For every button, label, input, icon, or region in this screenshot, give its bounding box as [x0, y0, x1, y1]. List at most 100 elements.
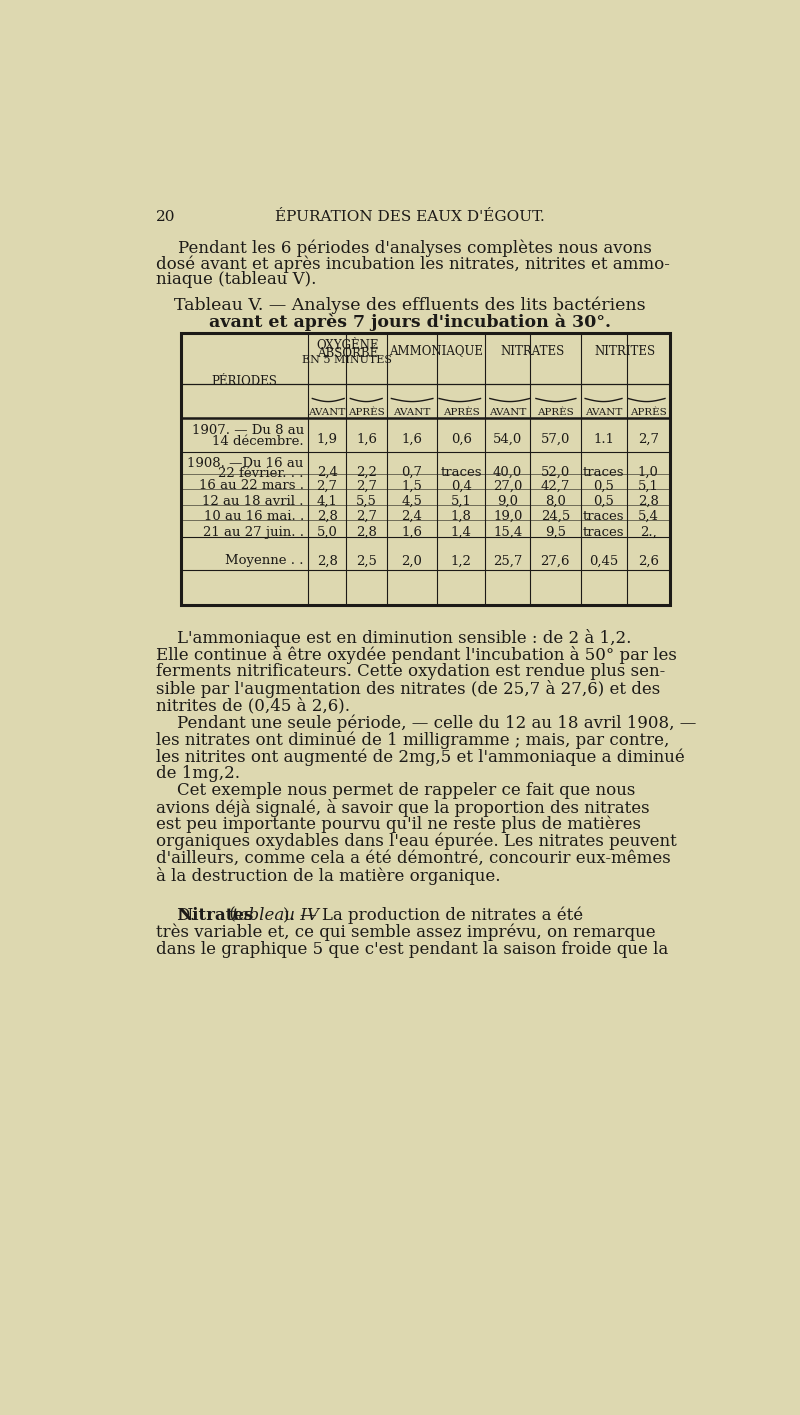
Text: 2,6: 2,6: [638, 555, 659, 567]
Text: 2,0: 2,0: [402, 555, 422, 567]
Text: 2,7: 2,7: [356, 480, 377, 492]
Text: Pendant une seule période, — celle du 12 au 18 avril 1908, —: Pendant une seule période, — celle du 12…: [156, 715, 696, 732]
Text: 1,6: 1,6: [402, 525, 422, 539]
Text: nitrites de (0,45 à 2,6).: nitrites de (0,45 à 2,6).: [156, 698, 350, 715]
Text: AVANT: AVANT: [585, 409, 622, 417]
Text: 57,0: 57,0: [541, 433, 570, 446]
Text: traces: traces: [583, 467, 625, 480]
Text: OXYGÈNE: OXYGÈNE: [316, 340, 378, 352]
Text: avant et après 7 jours d'incubation à 30°.: avant et après 7 jours d'incubation à 30…: [209, 314, 611, 331]
Text: Moyenne . .: Moyenne . .: [226, 555, 304, 567]
Text: organiques oxydables dans l'eau épurée. Les nitrates peuvent: organiques oxydables dans l'eau épurée. …: [156, 833, 677, 850]
Text: 1907. — Du 8 au: 1907. — Du 8 au: [191, 424, 304, 437]
Text: 1,9: 1,9: [317, 433, 338, 446]
Text: dans le graphique 5 que c'est pendant la saison froide que la: dans le graphique 5 que c'est pendant la…: [156, 941, 668, 958]
Text: (: (: [224, 907, 236, 924]
Text: très variable et, ce qui semble assez imprévu, on remarque: très variable et, ce qui semble assez im…: [156, 924, 655, 941]
Text: APRÈS: APRÈS: [348, 409, 385, 417]
Text: 1,6: 1,6: [402, 433, 422, 446]
Text: avions déjà signalé, à savoir que la proportion des nitrates: avions déjà signalé, à savoir que la pro…: [156, 799, 650, 816]
Text: AVANT: AVANT: [394, 409, 430, 417]
Text: 0,7: 0,7: [402, 467, 422, 480]
Text: 2,8: 2,8: [638, 495, 658, 508]
Text: 8,0: 8,0: [545, 495, 566, 508]
Text: PÉRIODES: PÉRIODES: [211, 375, 278, 388]
Text: traces: traces: [583, 525, 625, 539]
Text: de 1mg,2.: de 1mg,2.: [156, 766, 240, 782]
Text: 2,4: 2,4: [317, 467, 338, 480]
Text: 2.,: 2.,: [640, 525, 657, 539]
Text: 1,4: 1,4: [450, 525, 471, 539]
Text: 2,4: 2,4: [402, 511, 422, 524]
Text: 15,4: 15,4: [493, 525, 522, 539]
Text: AVANT: AVANT: [489, 409, 526, 417]
Text: les nitrates ont diminué de 1 milligramme ; mais, par contre,: les nitrates ont diminué de 1 milligramm…: [156, 732, 669, 749]
Text: 0,5: 0,5: [594, 495, 614, 508]
Text: Elle continue à être oxydée pendant l'incubation à 50° par les: Elle continue à être oxydée pendant l'in…: [156, 647, 677, 665]
Text: 22 février. . .: 22 février. . .: [218, 467, 304, 480]
Text: AVANT: AVANT: [308, 409, 346, 417]
Text: tableau IV: tableau IV: [232, 907, 318, 924]
Text: 5,4: 5,4: [638, 511, 658, 524]
Text: 2,5: 2,5: [356, 555, 377, 567]
Text: 2,7: 2,7: [317, 480, 338, 492]
Text: les nitrites ont augmenté de 2mg,5 et l'ammoniaque a diminué: les nitrites ont augmenté de 2mg,5 et l'…: [156, 749, 685, 766]
Text: L'ammoniaque est en diminution sensible : de 2 à 1,2.: L'ammoniaque est en diminution sensible …: [156, 630, 631, 648]
Text: APRÈS: APRÈS: [442, 409, 479, 417]
Text: 2,7: 2,7: [356, 511, 377, 524]
Text: 1,8: 1,8: [450, 511, 471, 524]
Text: APRÈS: APRÈS: [630, 409, 666, 417]
Text: 9,5: 9,5: [545, 525, 566, 539]
Text: 42,7: 42,7: [541, 480, 570, 492]
Text: traces: traces: [583, 511, 625, 524]
Text: à la destruction de la matière organique.: à la destruction de la matière organique…: [156, 866, 500, 884]
Text: 1,5: 1,5: [402, 480, 422, 492]
Text: NITRITES: NITRITES: [594, 345, 656, 358]
Text: 1,0: 1,0: [638, 467, 658, 480]
Text: 2,8: 2,8: [317, 555, 338, 567]
Text: 16 au 22 mars .: 16 au 22 mars .: [199, 480, 304, 492]
Text: ABSORBÉ: ABSORBÉ: [317, 347, 378, 359]
Text: AMMONIAQUE: AMMONIAQUE: [389, 345, 483, 358]
Text: Cet exemple nous permet de rappeler ce fait que nous: Cet exemple nous permet de rappeler ce f…: [156, 782, 635, 799]
Text: est peu importante pourvu qu'il ne reste plus de matières: est peu importante pourvu qu'il ne reste…: [156, 816, 641, 833]
Text: 27,0: 27,0: [493, 480, 522, 492]
Text: 5,5: 5,5: [356, 495, 377, 508]
Text: NITRATES: NITRATES: [501, 345, 565, 358]
Text: dosé avant et après incubation les nitrates, nitrites et ammo-: dosé avant et après incubation les nitra…: [156, 255, 670, 273]
Text: 40,0: 40,0: [493, 467, 522, 480]
Text: Nitrates: Nitrates: [178, 907, 254, 924]
Text: 0,5: 0,5: [594, 480, 614, 492]
Text: sible par l'augmentation des nitrates (de 25,7 à 27,6) et des: sible par l'augmentation des nitrates (d…: [156, 681, 660, 699]
Text: 4,1: 4,1: [317, 495, 338, 508]
Text: 27,6: 27,6: [541, 555, 570, 567]
Text: Pendant les 6 périodes d'analyses complètes nous avons: Pendant les 6 périodes d'analyses complè…: [178, 239, 651, 256]
Text: 0,6: 0,6: [450, 433, 472, 446]
Text: 1.1: 1.1: [594, 433, 614, 446]
Text: ). — La production de nitrates a été: ). — La production de nitrates a été: [283, 907, 583, 924]
Text: ferments nitrificateurs. Cette oxydation est rendue plus sen-: ferments nitrificateurs. Cette oxydation…: [156, 664, 665, 681]
Text: 4,5: 4,5: [402, 495, 422, 508]
Text: 1,2: 1,2: [450, 555, 471, 567]
Text: 52,0: 52,0: [541, 467, 570, 480]
Text: 54,0: 54,0: [493, 433, 522, 446]
Text: 5,1: 5,1: [638, 480, 658, 492]
Text: d'ailleurs, comme cela a été démontré, concourir eux-mêmes: d'ailleurs, comme cela a été démontré, c…: [156, 850, 670, 867]
Text: 2,7: 2,7: [638, 433, 659, 446]
Text: 14 décembre.: 14 décembre.: [212, 434, 304, 447]
Text: D.: D.: [156, 907, 200, 924]
Text: 9,0: 9,0: [497, 495, 518, 508]
Text: 10 au 16 mai. .: 10 au 16 mai. .: [203, 511, 304, 524]
Text: 2,2: 2,2: [356, 467, 377, 480]
Text: niaque (tableau V).: niaque (tableau V).: [156, 272, 316, 289]
Text: 12 au 18 avril .: 12 au 18 avril .: [202, 495, 304, 508]
Text: 5,0: 5,0: [317, 525, 338, 539]
Text: 1,6: 1,6: [356, 433, 377, 446]
Bar: [182, 333, 670, 604]
Text: 5,1: 5,1: [450, 495, 471, 508]
Text: 20: 20: [156, 209, 175, 224]
Text: 0,4: 0,4: [450, 480, 471, 492]
Text: 25,7: 25,7: [493, 555, 522, 567]
Text: 19,0: 19,0: [493, 511, 522, 524]
Text: ÉPURATION DES EAUX D'ÉGOUT.: ÉPURATION DES EAUX D'ÉGOUT.: [275, 209, 545, 224]
